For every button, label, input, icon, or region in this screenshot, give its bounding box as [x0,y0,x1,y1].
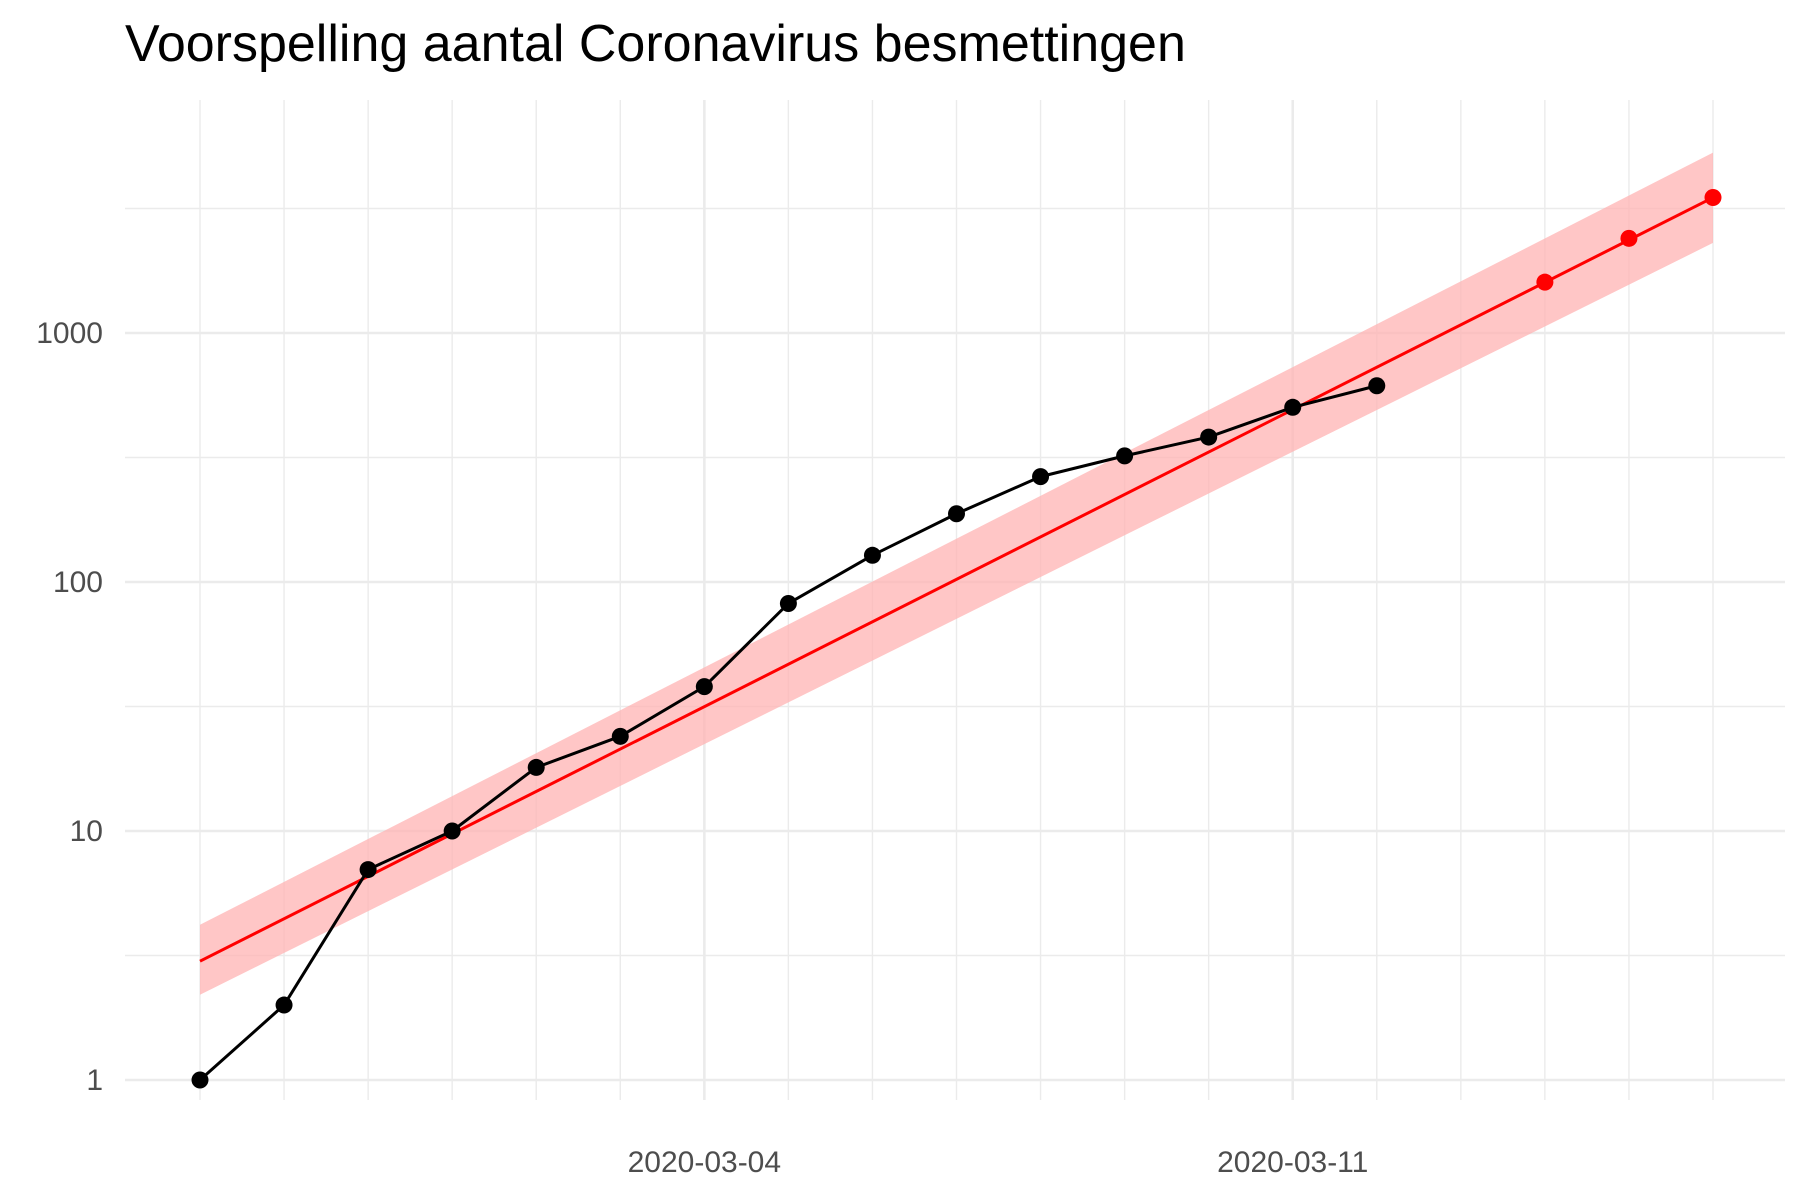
minor-gridlines [125,100,1785,1100]
observed-point [191,1071,209,1089]
observed-point [443,822,461,840]
forecast-point [1620,229,1638,247]
y-tick-label: 100 [53,566,103,599]
forecast-confidence-band [200,152,1713,995]
observed-point [1116,447,1134,465]
y-axis-tick-labels: 1 10 100 1000 [36,317,103,1097]
observed-point [1284,398,1302,416]
observed-point [527,758,545,776]
chart-title: Voorspelling aantal Coronavirus besmetti… [125,15,1186,73]
observed-point [863,546,881,564]
observed-point [611,727,629,745]
x-tick-label: 2020-03-11 [1217,1146,1368,1179]
observed-point [1200,428,1218,446]
observed-point [1032,468,1050,486]
y-tick-label: 1 [86,1064,103,1097]
x-axis-tick-labels: 2020-03-04 2020-03-11 [628,1146,1369,1179]
observed-point [359,861,377,879]
forecast-point [1704,189,1722,207]
x-tick-label: 2020-03-04 [628,1146,781,1179]
y-tick-label: 10 [70,815,103,848]
observed-point [1368,377,1386,395]
forecast-point [1536,273,1554,291]
confidence-band [200,152,1713,995]
observed-point [695,678,713,696]
y-tick-label: 1000 [36,317,103,350]
observed-point [275,996,293,1014]
observed-point [948,505,965,523]
observed-point [779,594,797,612]
series-points [191,189,1722,1089]
